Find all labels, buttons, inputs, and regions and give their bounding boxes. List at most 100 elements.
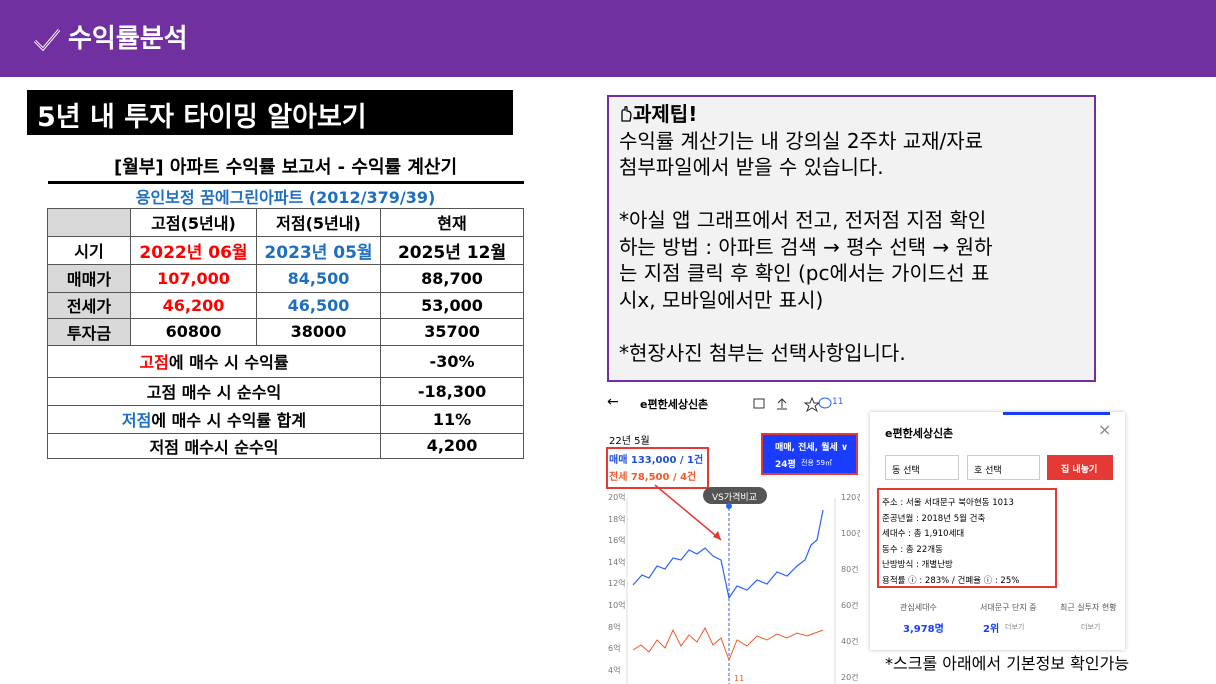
compare: VS가격비교: [712, 493, 757, 503]
check-icon: [33, 29, 61, 52]
cell: 46,200: [130, 291, 257, 319]
dong-select[interactable]: 동 선택: [885, 455, 959, 480]
stat-value: 3,978명: [903, 624, 944, 635]
highlight: 저점: [121, 411, 152, 430]
filter: 매매, 전세, 월세 ∨: [775, 443, 849, 453]
size: 24평: [775, 460, 796, 470]
back-arrow: ←: [607, 394, 619, 410]
filter-box: 매매, 전세, 월세 ∨ 24평 전용 59㎡: [761, 433, 858, 475]
app-title: e편한세상신촌: [640, 398, 709, 411]
cell: 84,500: [256, 263, 381, 293]
stat-value: 2위: [983, 624, 1000, 635]
calc-table: [월부] 아파트 수익률 보고서 - 수익률 계산기 용인보정 꿈에그린아파트 …: [47, 152, 525, 459]
row-label: 투자금: [47, 317, 131, 346]
detail-screenshot: e편한세상신촌 × 동 선택 호 선택 집 내놓기 주소 : 서울 서대문구 북…: [870, 412, 1125, 650]
detail-title: e편한세상신촌: [885, 427, 954, 440]
right-axis-label: 60건: [841, 601, 859, 610]
stat-link[interactable]: 더보기: [1005, 623, 1025, 631]
info-line: 난방방식 : 개별난방: [882, 560, 953, 570]
summary-value: -30%: [379, 344, 525, 378]
select-label: 동 선택: [892, 466, 920, 476]
summary-label: 고점 매수 시 순수익: [47, 376, 381, 406]
hand-icon: [621, 106, 632, 122]
tip-box: 과제팁! 수익률 계산기는 내 강의실 2주차 교재/자료 첨부파일에서 받을 수…: [607, 95, 1096, 382]
label-text: 에 매수 시 수익률: [168, 353, 289, 372]
cell: 107,000: [130, 263, 257, 293]
table-title: [월부] 아파트 수익률 보고서 - 수익률 계산기: [47, 152, 524, 184]
right-axis-label: 40건: [841, 637, 859, 646]
app-screenshot: ← e편한세상신촌 11 22년 5월 매매 133,000 / 1건 전세 7…: [597, 390, 860, 684]
right-axis-label: 20건: [841, 673, 859, 682]
right-axis-label: 100건: [841, 529, 860, 538]
ho-select[interactable]: 호 선택: [967, 455, 1040, 480]
cell: 88,700: [379, 263, 525, 293]
comment-count: 11: [832, 397, 844, 407]
header-title: 수익률분석: [68, 24, 188, 54]
info-line: 주소 : 서울 서대문구 북아현동 1013: [882, 498, 1014, 508]
close[interactable]: ×: [1098, 420, 1112, 439]
tip-line: *아실 앱 그래프에서 전고, 전저점 지점 확인: [619, 208, 987, 232]
compare-pill: VS가격비교: [703, 487, 767, 504]
summary-label: 고점에 매수 시 수익률: [47, 344, 381, 378]
summary-value: 4,200: [379, 432, 525, 459]
tip-line: 는 지점 클릭 후 확인 (pc에서는 가이드선 표: [619, 261, 990, 285]
summary-label: 저점 매수시 순수익: [47, 432, 381, 459]
column-header: 고점(5년내): [130, 207, 257, 237]
sale-info: 매매 133,000 / 1건: [609, 455, 704, 466]
info-line: 준공년월 : 2018년 5월 건축: [882, 513, 986, 524]
left-axis-label: 16억: [608, 536, 626, 546]
tip-line: 첨부파일에서 받을 수 있습니다.: [619, 155, 884, 179]
summary-label: 저점에 매수 시 수익률 합계: [47, 404, 381, 434]
left-axis-label: 18억: [608, 514, 626, 524]
highlight: 고점: [139, 353, 169, 372]
tip-line: 수익률 계산기는 내 강의실 2주차 교재/자료: [619, 128, 984, 153]
jeonse-info: 전세 78,500 / 4건: [609, 472, 697, 483]
cell: 53,000: [379, 291, 525, 319]
table-subtitle: 용인보정 꿈에그린아파트 (2012/379/39): [47, 181, 524, 209]
cell: 2023년 05월: [256, 235, 381, 265]
info-line: 세대수 : 총 1,910세대: [882, 529, 965, 539]
stat-label: 관심세대수: [900, 603, 937, 612]
cell: 35700: [379, 317, 525, 346]
cell: 46,500: [256, 291, 381, 319]
left-axis-label: 8억: [608, 622, 621, 632]
date: 22년 5월: [609, 436, 650, 447]
cell: 2022년 06월: [130, 235, 257, 265]
stat-label: 서대문구 단지 중: [980, 603, 1037, 612]
row-label: 시기: [47, 235, 131, 265]
app-icons: [753, 396, 832, 412]
left-axis-label: 14억: [608, 557, 626, 567]
chart-image: [626, 484, 836, 684]
tip-line: 하는 방법 : 아파트 검색 → 평수 선택 → 원하: [619, 234, 993, 259]
cell: 60800: [130, 317, 257, 346]
cell: 2025년 12월: [379, 235, 525, 265]
tip-line: 시x, 모바일에서만 표시): [619, 287, 824, 312]
left-axis-label: 6억: [608, 644, 621, 654]
info-line: 용적률 ⓘ : 283% / 건폐율 ⓘ : 25%: [882, 575, 1020, 586]
tip-line: *현장사진 첨부는 선택사항입니다.: [619, 340, 906, 365]
select-label: 호 선택: [974, 466, 1002, 476]
caption: *스크롤 아래에서 기본정보 확인가능: [885, 654, 1130, 673]
left-axis-label: 20억: [608, 493, 626, 502]
column-header: 현재: [379, 207, 525, 237]
area: 전용 59㎡: [801, 459, 833, 467]
banner: 5년 내 투자 타이밍 알아보기: [27, 90, 513, 135]
summary-value: -18,300: [379, 376, 525, 406]
left-axis-label: 4억: [608, 665, 621, 675]
sell-button[interactable]: 집 내놓기: [1047, 455, 1113, 480]
stat-link[interactable]: 더보기: [1081, 623, 1101, 631]
marker: 11: [734, 674, 745, 683]
header-bar: 수익률분석: [0, 0, 1216, 77]
info-box: [877, 488, 1057, 588]
label-text: 에 매수 시 수익률 합계: [151, 411, 307, 430]
tab-indicator: [1003, 412, 1110, 415]
column-header: 저점(5년내): [256, 207, 381, 237]
tip-title: 과제팁!: [633, 102, 698, 126]
blank-cell: [47, 207, 131, 237]
right-axis-label: 120건: [841, 493, 860, 502]
cell: 38000: [256, 317, 381, 346]
row-label: 전세가: [47, 291, 131, 319]
row-label: 매매가: [47, 263, 131, 293]
right-axis-label: 80건: [841, 565, 859, 574]
